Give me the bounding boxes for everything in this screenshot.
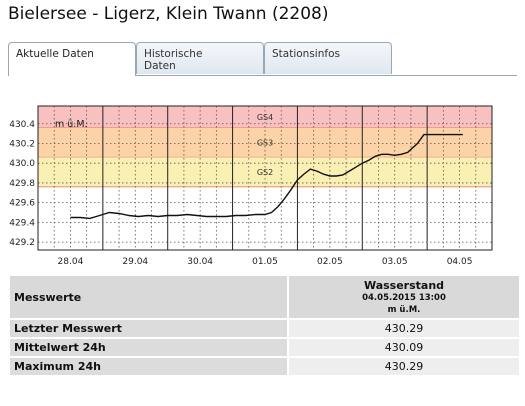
table-row: Mittelwert 24h 430.09 bbox=[10, 339, 519, 356]
row-label-letzter-messwert: Letzter Messwert bbox=[10, 320, 287, 337]
wasserstand-unit: m ü.M. bbox=[387, 304, 421, 315]
tab-historische-daten[interactable]: Historische Daten bbox=[136, 42, 264, 74]
row-value-letzter-messwert: 430.29 bbox=[289, 320, 519, 337]
unit-label: m ü.M. bbox=[55, 119, 88, 130]
threshold-label-gs2: GS2 bbox=[257, 168, 273, 177]
table-row: Maximum 24h 430.29 bbox=[10, 358, 519, 375]
table-header-row: Messwerte Wasserstand 04.05.2015 13:00 m… bbox=[10, 276, 519, 318]
measurements-table: Messwerte Wasserstand 04.05.2015 13:00 m… bbox=[8, 274, 521, 377]
row-label-maximum-24h: Maximum 24h bbox=[10, 358, 287, 375]
x-tick-label: 28.04 bbox=[58, 257, 84, 267]
messwerte-header: Messwerte bbox=[10, 276, 287, 318]
y-tick-label: 430.0 bbox=[9, 159, 35, 169]
threshold-label-gs3: GS3 bbox=[257, 138, 273, 147]
x-axis-ticks: 28.04 29.04 30.04 01.05 02.05 03.05 04.05 bbox=[58, 257, 473, 267]
x-tick-label: 03.05 bbox=[382, 257, 408, 267]
y-tick-label: 429.2 bbox=[9, 238, 35, 248]
water-level-line bbox=[70, 133, 463, 220]
y-tick-label: 429.4 bbox=[9, 218, 35, 228]
water-level-chart: m ü.M. GS4 GS3 GS2 430.4 430.2 430.0 429.8 429… bbox=[9, 105, 493, 267]
chart-grid bbox=[38, 106, 492, 250]
y-axis-ticks: 430.4 430.2 430.0 429.8 429.6 429.4 429.2 bbox=[9, 120, 35, 248]
x-tick-label: 01.05 bbox=[252, 257, 278, 267]
x-tick-label: 30.04 bbox=[187, 257, 213, 267]
threshold-label-gs4: GS4 bbox=[257, 113, 273, 122]
row-value-mittelwert-24h: 430.09 bbox=[289, 339, 519, 356]
row-value-maximum-24h: 430.29 bbox=[289, 358, 519, 375]
tab-stationsinfos[interactable]: Stationsinfos bbox=[264, 42, 392, 74]
page-title: Bielersee - Ligerz, Klein Twann (2208) bbox=[8, 4, 329, 24]
y-tick-label: 429.6 bbox=[9, 199, 35, 209]
row-label-mittelwert-24h: Mittelwert 24h bbox=[10, 339, 287, 356]
x-tick-label: 04.05 bbox=[447, 257, 473, 267]
wasserstand-header: Wasserstand 04.05.2015 13:00 m ü.M. bbox=[289, 276, 519, 318]
tab-historische-daten-label: Historische Daten bbox=[144, 48, 203, 72]
x-tick-label: 02.05 bbox=[317, 257, 343, 267]
threshold-labels: GS4 GS3 GS2 bbox=[257, 113, 273, 177]
y-tick-label: 430.4 bbox=[9, 120, 35, 130]
table-row: Letzter Messwert 430.29 bbox=[10, 320, 519, 337]
plot-frame bbox=[37, 105, 493, 251]
y-tick-label: 429.8 bbox=[9, 179, 35, 189]
tab-bar: Aktuelle Daten Historische Daten Station… bbox=[8, 42, 517, 76]
y-tick-label: 430.2 bbox=[9, 139, 35, 149]
wasserstand-title: Wasserstand bbox=[363, 278, 445, 292]
x-tick-label: 29.04 bbox=[122, 257, 148, 267]
tab-aktuelle-daten[interactable]: Aktuelle Daten bbox=[8, 42, 136, 76]
wasserstand-date: 04.05.2015 13:00 bbox=[362, 292, 446, 303]
